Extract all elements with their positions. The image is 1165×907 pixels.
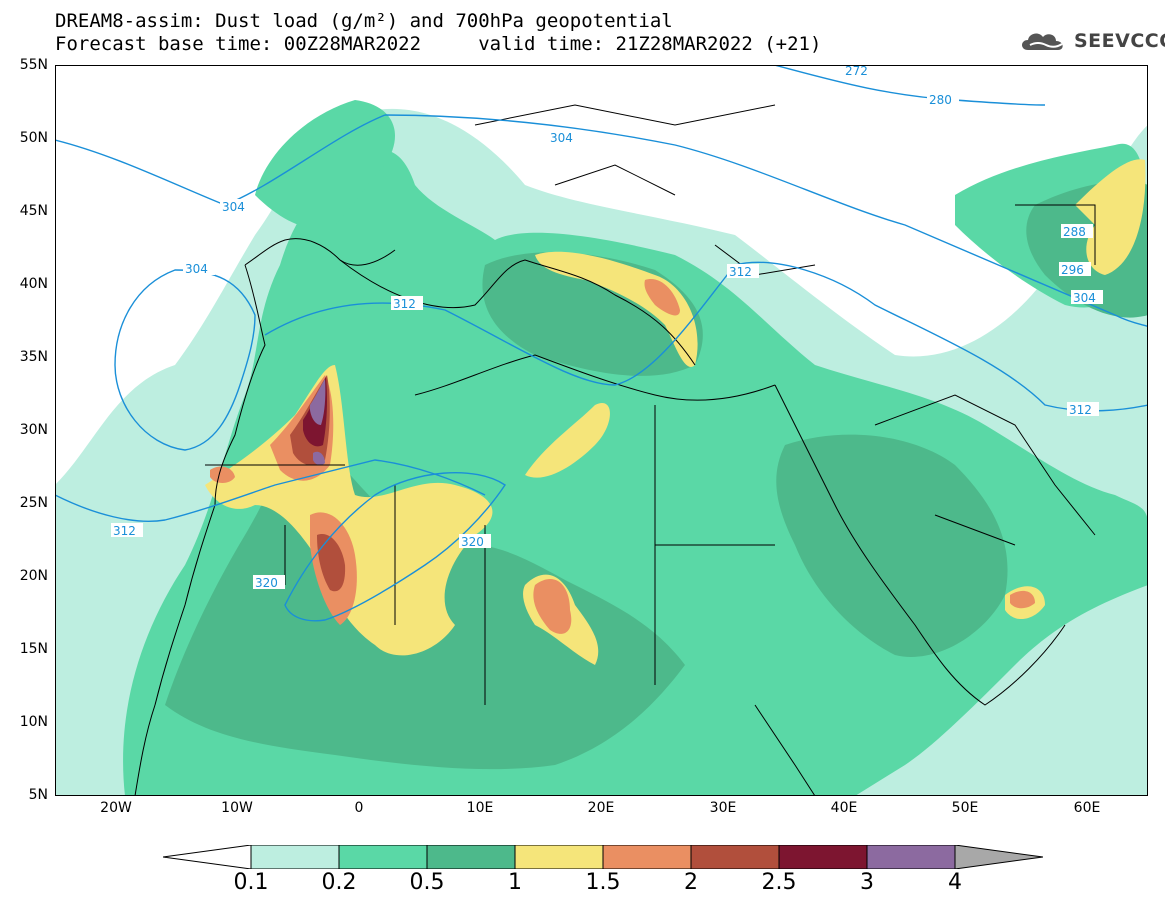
lat-label: 10N bbox=[19, 714, 48, 730]
lon-label: 40E bbox=[830, 800, 858, 816]
colorbar-segment bbox=[514, 845, 604, 869]
dust-field: 272 280 304 304 304 312 312 320 320 288 … bbox=[55, 65, 1148, 796]
colorbar-label: 0.5 bbox=[409, 870, 445, 895]
lat-label: 15N bbox=[19, 641, 48, 657]
colorbar-segment bbox=[338, 845, 428, 869]
contour-label: 320 bbox=[461, 535, 484, 549]
lon-label: 20E bbox=[587, 800, 615, 816]
contour-label: 288 bbox=[1063, 225, 1086, 239]
map-title-line1: DREAM8-assim: Dust load (g/m²) and 700hP… bbox=[55, 10, 673, 32]
colorbar-segment bbox=[602, 845, 692, 869]
contour-label: 312 bbox=[393, 297, 416, 311]
contour-label: 312 bbox=[113, 524, 136, 538]
colorbar-label: 3 bbox=[860, 870, 874, 895]
lon-label: 0 bbox=[354, 800, 364, 816]
colorbar-segment bbox=[250, 845, 340, 869]
colorbar-segment bbox=[866, 845, 956, 869]
lat-label: 50N bbox=[19, 130, 48, 146]
contour-label: 304 bbox=[185, 262, 208, 276]
lat-label: 40N bbox=[19, 276, 48, 292]
logo-text: SEEVCCC bbox=[1074, 30, 1165, 52]
contour-label: 280 bbox=[929, 93, 952, 107]
contour-label: 304 bbox=[222, 200, 245, 214]
lon-label: 10W bbox=[221, 800, 253, 816]
colorbar-segment bbox=[778, 845, 868, 869]
lon-label: 60E bbox=[1073, 800, 1101, 816]
colorbar-segment-low bbox=[163, 845, 252, 869]
lat-label: 5N bbox=[28, 787, 48, 803]
colorbar-segment-high bbox=[954, 845, 1043, 869]
lon-label: 10E bbox=[466, 800, 494, 816]
seevccc-logo: SEEVCCC bbox=[1018, 28, 1165, 54]
contour-label: 272 bbox=[845, 65, 868, 78]
lon-label: 50E bbox=[951, 800, 979, 816]
lon-label: 20W bbox=[100, 800, 132, 816]
contour-label: 312 bbox=[1069, 403, 1092, 417]
lat-label: 20N bbox=[19, 568, 48, 584]
lat-label: 35N bbox=[19, 349, 48, 365]
contour-labels: 272 280 304 304 304 312 312 320 320 288 … bbox=[113, 65, 1096, 590]
colorbar-label: 0.1 bbox=[233, 870, 269, 895]
lat-label: 25N bbox=[19, 495, 48, 511]
lat-label: 30N bbox=[19, 422, 48, 438]
colorbar-label: 0.2 bbox=[321, 870, 357, 895]
contour-label: 296 bbox=[1061, 263, 1084, 277]
colorbar-segment bbox=[426, 845, 516, 869]
contour-label: 304 bbox=[550, 131, 573, 145]
colorbar-label: 1.5 bbox=[585, 870, 621, 895]
cloud-icon bbox=[1022, 33, 1063, 50]
contour-label: 312 bbox=[729, 265, 752, 279]
colorbar-label: 2.5 bbox=[761, 870, 797, 895]
lon-label: 30E bbox=[709, 800, 737, 816]
contour-label: 304 bbox=[1073, 291, 1096, 305]
colorbar-label: 4 bbox=[948, 870, 962, 895]
colorbar-segment bbox=[690, 845, 780, 869]
lat-label: 55N bbox=[19, 57, 48, 73]
colorbar-label: 1 bbox=[508, 870, 522, 895]
colorbar-label: 2 bbox=[684, 870, 698, 895]
dust-map: 272 280 304 304 304 312 312 320 320 288 … bbox=[55, 65, 1148, 796]
map-title-line2: Forecast base time: 00Z28MAR2022 valid t… bbox=[55, 33, 822, 55]
colorbar bbox=[163, 845, 1043, 869]
lat-label: 45N bbox=[19, 203, 48, 219]
contour-label: 320 bbox=[255, 576, 278, 590]
